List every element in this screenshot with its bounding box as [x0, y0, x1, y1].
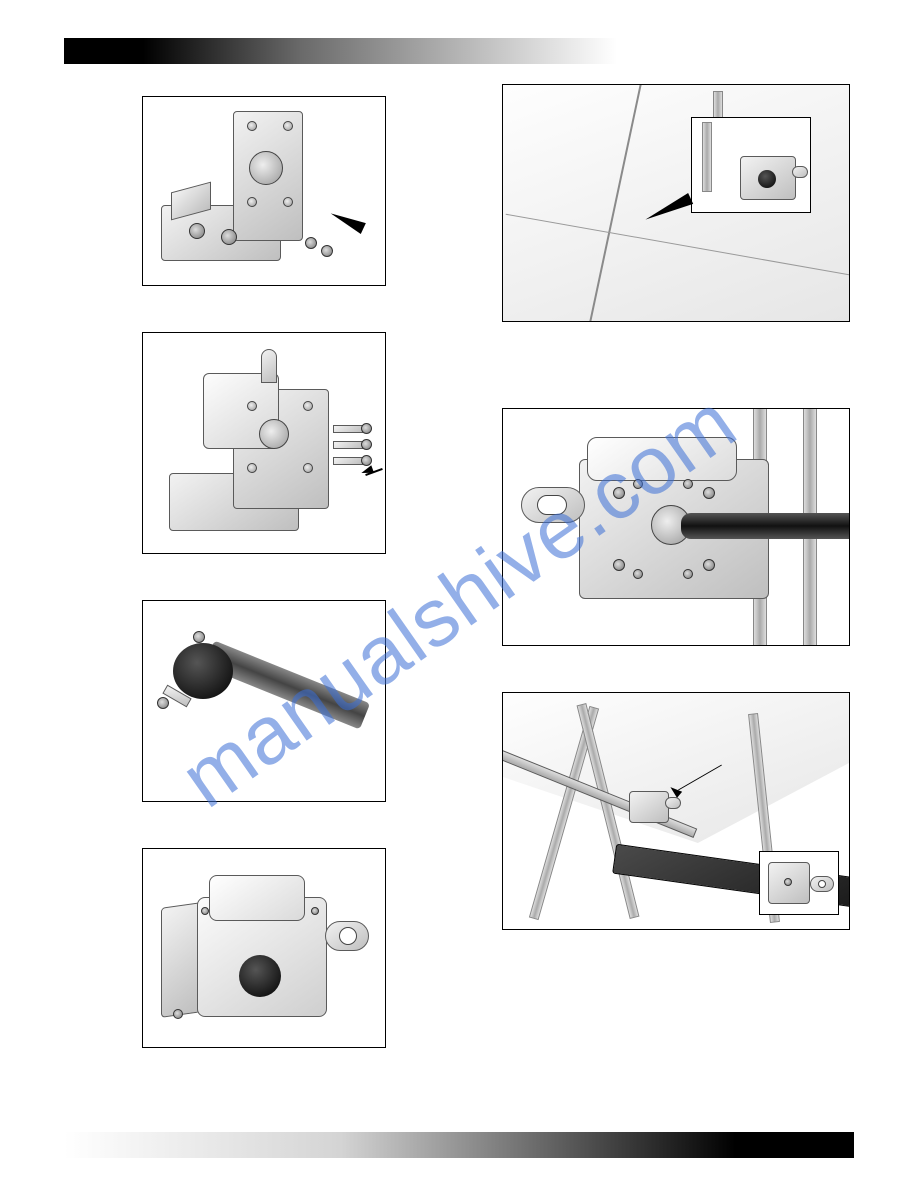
left-column — [98, 96, 458, 1048]
figure-hopper-assembly — [502, 692, 850, 930]
header-bar — [64, 38, 854, 64]
figure-bracket-plate — [142, 96, 386, 286]
figure-hopper-corner — [502, 84, 850, 322]
callout-arrow-icon — [360, 465, 374, 477]
right-column — [494, 96, 854, 976]
figure-drive-shaft — [142, 600, 386, 802]
callout-arrow-icon — [328, 208, 366, 234]
figure-gearbox-bolts — [142, 332, 386, 554]
figure-gearbox-assembled — [142, 848, 386, 1048]
page-number — [814, 1132, 854, 1158]
footer-bar — [64, 1132, 854, 1158]
figure-gearbox-tube — [502, 408, 850, 646]
content-area: manualshive.com — [64, 96, 854, 1106]
manual-page: manualshive.com — [0, 0, 918, 1188]
